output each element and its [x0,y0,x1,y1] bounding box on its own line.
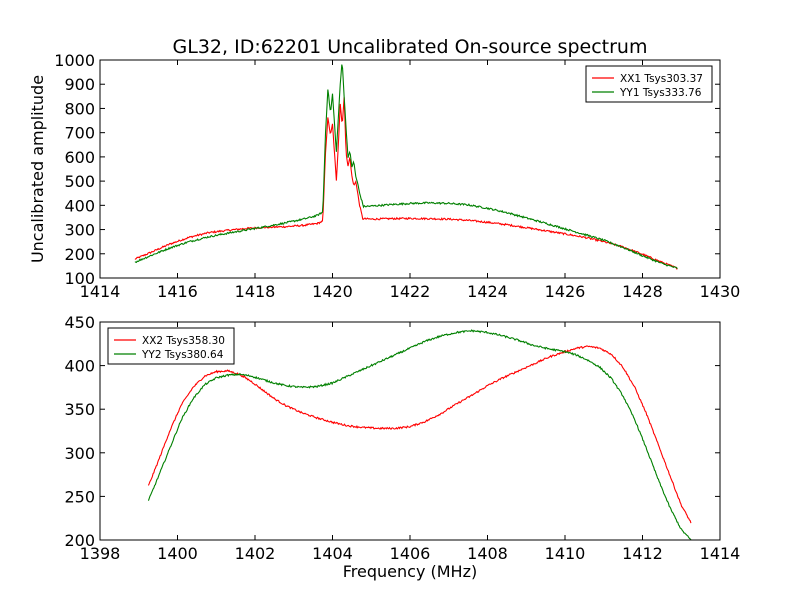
x-tick-label: 1400 [157,544,198,563]
y-tick-label: 600 [64,148,95,167]
x-tick-label: 1398 [80,544,121,563]
y-tick-label: 250 [64,487,95,506]
series-line-yy1-tsys333-76 [134,64,678,269]
top-axis-ticks: 1414 1416 1418 1420 1422 1424 1426 1428 1430 100 2… [54,51,740,301]
x-tick-label: 1430 [700,282,741,301]
y-tick-label: 300 [64,444,95,463]
legend-entry-yy2-tsys380-64: YY2 Tsys380.64 [141,349,224,361]
x-tick-label: 1410 [545,544,586,563]
x-tick-label: 1414 [700,544,741,563]
x-tick-label: 1406 [390,544,431,563]
top-chart: 1414 1416 1418 1420 1422 1424 1426 1428 1430 100 2… [28,51,740,301]
legend-box [585,65,713,103]
y-tick-label: 350 [64,400,95,419]
x-tick-label: 1424 [467,282,508,301]
y-tick-label: 200 [64,531,95,550]
x-tick-label: 1414 [80,282,121,301]
chart-title: GL32, ID:62201 Uncalibrated On-source sp… [173,36,648,58]
series-line-yy2-tsys380-64 [147,329,692,540]
bottom-x-axis-label: Frequency (MHz) [343,562,477,581]
bottom-axis-ticks: 1398 1400 1402 1404 1406 1408 1410 1412 1414 200 2… [64,313,740,563]
x-tick-label: 1422 [390,282,431,301]
y-tick-label: 1000 [54,51,95,70]
bottom-chart: 1398 1400 1402 1404 1406 1408 1410 1412 1414 200 2… [64,313,740,581]
legend-entry-xx1-tsys303-37: XX1 Tsys303.37 [620,73,703,85]
x-tick-label: 1426 [545,282,586,301]
x-tick-label: 1420 [312,282,353,301]
y-tick-label: 400 [64,357,95,376]
x-tick-label: 1416 [157,282,198,301]
y-tick-label: 100 [64,269,95,288]
x-tick-label: 1402 [235,544,276,563]
y-tick-label: 400 [64,196,95,215]
x-tick-label: 1404 [312,544,353,563]
x-tick-label: 1408 [467,544,508,563]
top-y-axis-label: Uncalibrated amplitude [28,75,47,263]
y-tick-label: 500 [64,172,95,191]
legend-entry-yy1-tsys333-76: YY1 Tsys333.76 [619,87,702,99]
legend-box [107,327,235,365]
y-tick-label: 200 [64,245,95,264]
y-tick-label: 800 [64,99,95,118]
top-legend: XX1 Tsys303.37 YY1 Tsys333.76 [585,65,713,103]
y-tick-label: 300 [64,221,95,240]
legend-entry-xx2-tsys358-30: XX2 Tsys358.30 [142,335,225,347]
bottom-legend: XX2 Tsys358.30 YY2 Tsys380.64 [107,327,235,365]
y-tick-label: 900 [64,75,95,94]
series-line-xx1-tsys303-37 [134,97,678,270]
x-tick-label: 1418 [235,282,276,301]
y-tick-label: 700 [64,124,95,143]
x-tick-label: 1412 [622,544,663,563]
x-tick-label: 1428 [622,282,663,301]
y-tick-label: 450 [64,313,95,332]
